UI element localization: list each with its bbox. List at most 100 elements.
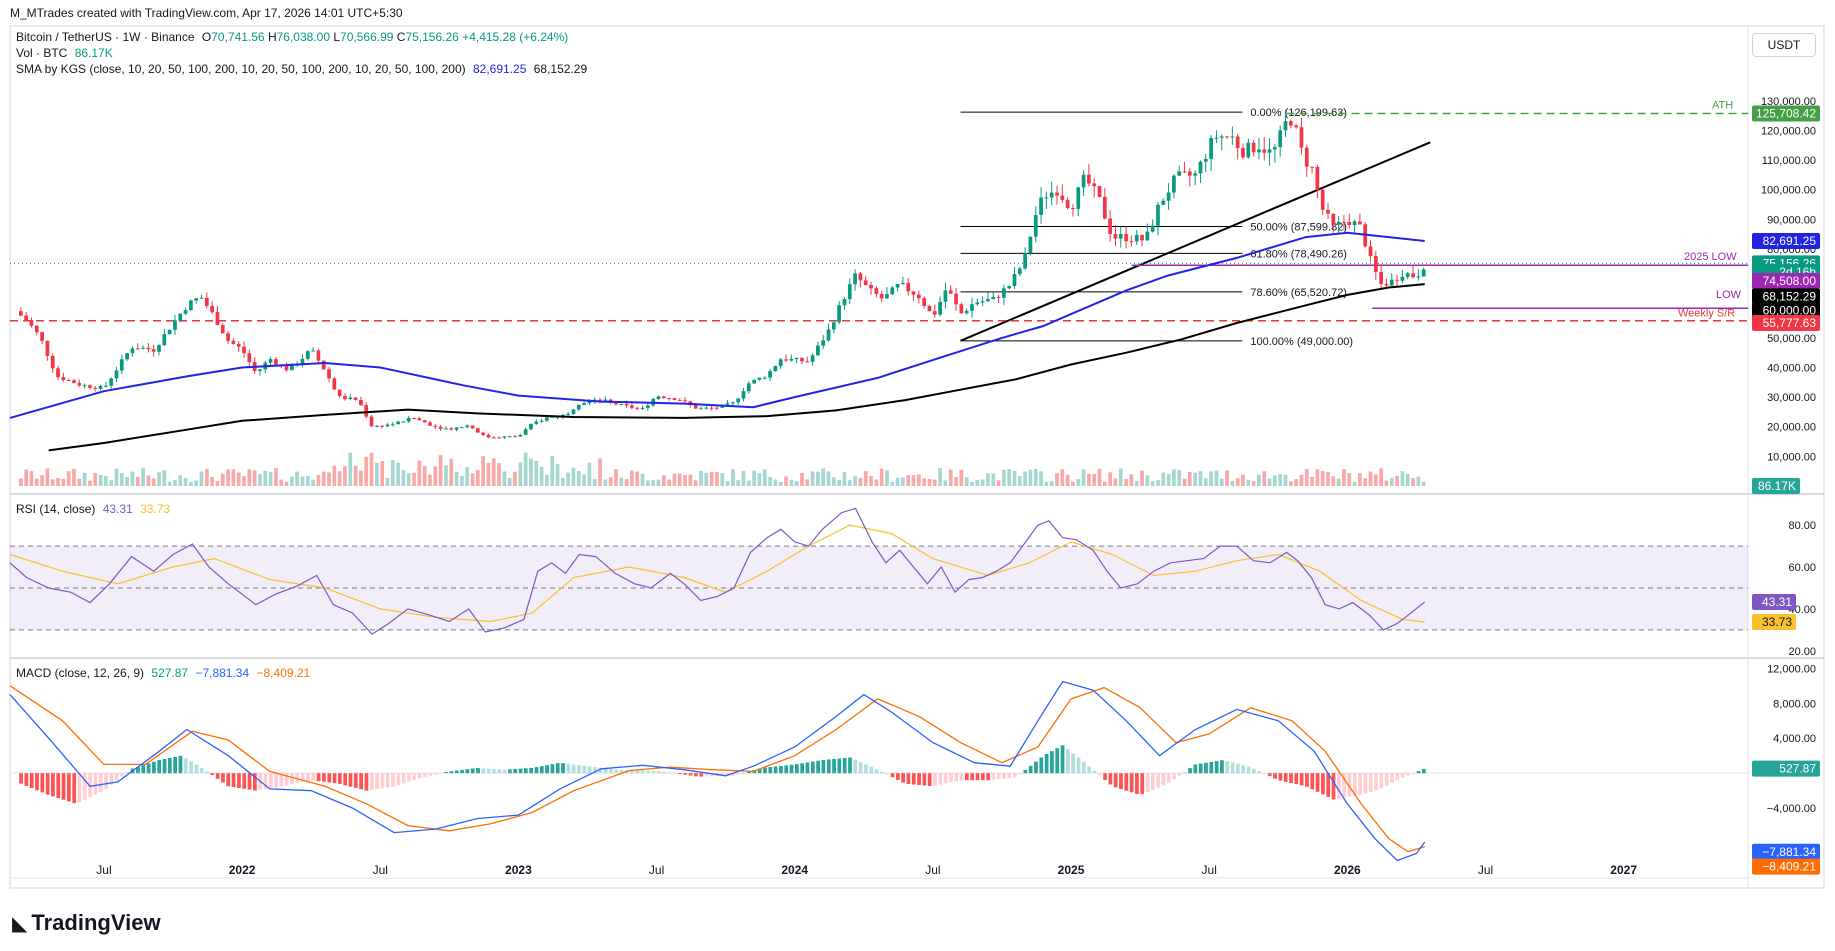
macd-hist-bar-144 [784, 765, 789, 774]
candle-body-237 [1278, 130, 1283, 148]
macd-hist-bar-126 [688, 773, 693, 776]
candle-body-94 [518, 434, 523, 437]
volume-bar-71 [396, 462, 400, 486]
volume-bar-42 [242, 476, 246, 486]
candle-body-192 [1039, 197, 1043, 216]
candle-body-69 [385, 424, 390, 427]
macd-hist-bar-219 [1182, 771, 1187, 774]
candle-body-41 [236, 343, 241, 347]
price-tick-1: 120,000.00 [1761, 125, 1816, 137]
volume-bar-13 [88, 480, 92, 486]
candle-body-180 [975, 302, 980, 305]
tradingview-logo[interactable]: ◣ TradingView [12, 910, 161, 936]
macd-hist-bar-132 [720, 773, 725, 777]
macd-hist-bar-68 [380, 773, 385, 789]
currency-button[interactable]: USDT [1752, 33, 1816, 57]
volume-bar-79 [438, 455, 443, 486]
volume-legend[interactable]: Vol · BTC 86.17K [16, 46, 113, 60]
volume-bar-148 [805, 479, 810, 486]
candle-body-175 [948, 290, 953, 294]
candle-body-39 [226, 333, 230, 341]
macd-hist-bar-10 [72, 773, 77, 804]
volume-bar-129 [704, 472, 709, 486]
volume-bar-254 [1368, 471, 1373, 486]
macd-hist-bar-189 [1023, 769, 1028, 774]
candle-body-228 [1230, 136, 1235, 138]
macd-signal-line [9, 685, 1425, 853]
macd-hist-bar-252 [1358, 773, 1362, 796]
time-label-4: Jul [649, 863, 664, 877]
symbol-legend[interactable]: Bitcoin / TetherUS · 1W · Binance O70,74… [16, 30, 568, 44]
candle-body-146 [794, 357, 799, 359]
candle-body-240 [1294, 125, 1298, 128]
macd-hist-bar-129 [704, 773, 709, 777]
volume-bar-244 [1315, 469, 1320, 486]
macd-legend[interactable]: MACD (close, 12, 26, 9) 527.87 −7,881.34… [16, 666, 310, 680]
macd-hist-bar-190 [1028, 765, 1033, 774]
candle-body-148 [805, 361, 810, 363]
macd-hist-bar-39 [226, 773, 231, 787]
volume-bar-151 [821, 468, 826, 486]
sma-legend[interactable]: SMA by KGS (close, 10, 20, 50, 100, 200,… [16, 62, 587, 76]
candle-body-160 [869, 284, 873, 289]
macd-hist-bar-185 [1002, 773, 1006, 779]
volume-bar-256 [1379, 468, 1384, 486]
rsi-legend[interactable]: RSI (14, close) 43.31 33.73 [16, 502, 170, 516]
macd-hist-bar-3 [35, 773, 39, 791]
volume-bar-230 [1241, 474, 1245, 486]
volume-bar-194 [1049, 480, 1054, 486]
macd-hist-bar-109 [598, 767, 603, 774]
macd-hist-bar-0 [19, 773, 23, 784]
macd-hist-bar-263 [1416, 771, 1421, 774]
volume-bar-96 [529, 458, 533, 486]
volume-bar-237 [1278, 474, 1283, 486]
volume-bar-241 [1299, 474, 1304, 486]
candle-body-82 [454, 427, 459, 430]
volume-bar-10 [72, 469, 76, 486]
macd-hist-bar-155 [842, 757, 847, 774]
low-label: LOW [1716, 289, 1742, 301]
candle-body-36 [210, 305, 214, 313]
rsi-tick-1: 60.00 [1788, 562, 1816, 574]
macd-hist-bar-118 [646, 770, 650, 774]
candle-body-173 [938, 301, 942, 315]
candle-body-242 [1304, 147, 1309, 167]
candle-body-264 [1421, 269, 1426, 277]
candle-body-252 [1358, 221, 1362, 225]
candle-body-170 [922, 298, 927, 306]
candle-body-230 [1241, 148, 1245, 158]
price-pane: 0.00% (126,199.63) 50.00% (87,599.82) 61.8… [9, 100, 1748, 486]
candle-body-205 [1108, 218, 1113, 234]
macd-hist-bar-179 [970, 773, 975, 781]
macd-hist-bar-56 [316, 773, 321, 782]
macd-hist-bar-110 [603, 768, 608, 774]
candle-body-184 [996, 296, 1001, 298]
macd-hist-bar-35 [205, 771, 209, 774]
candle-body-249 [1342, 221, 1346, 223]
macd-tag-1: −7,881.34 [1762, 845, 1816, 859]
macd-hist-bar-41 [237, 773, 241, 788]
volume-bar-253 [1363, 478, 1368, 486]
candle-body-181 [980, 301, 985, 303]
volume-bar-236 [1273, 475, 1277, 486]
volume-bar-136 [741, 470, 746, 486]
volume-bar-211 [1140, 470, 1144, 486]
candle-body-158 [858, 273, 863, 281]
candle-body-210 [1134, 234, 1139, 242]
rsi-value: 43.31 [102, 502, 133, 516]
volume-bar-118 [645, 480, 650, 486]
volume-bar-69 [385, 477, 390, 486]
candle-body-33 [194, 298, 199, 301]
macd-hist-bar-20 [125, 772, 130, 774]
macd-hist-bar-180 [975, 773, 980, 781]
volume-bar-224 [1209, 471, 1213, 486]
volume-bar-176 [954, 477, 958, 486]
candle-body-233 [1257, 149, 1261, 153]
candle-body-207 [1118, 234, 1123, 239]
candle-body-7 [56, 368, 60, 378]
volume-bar-66 [369, 452, 374, 486]
candle-body-258 [1389, 279, 1394, 286]
volume-bar-122 [667, 479, 671, 486]
rsi-tick-3: 20.00 [1788, 646, 1816, 658]
